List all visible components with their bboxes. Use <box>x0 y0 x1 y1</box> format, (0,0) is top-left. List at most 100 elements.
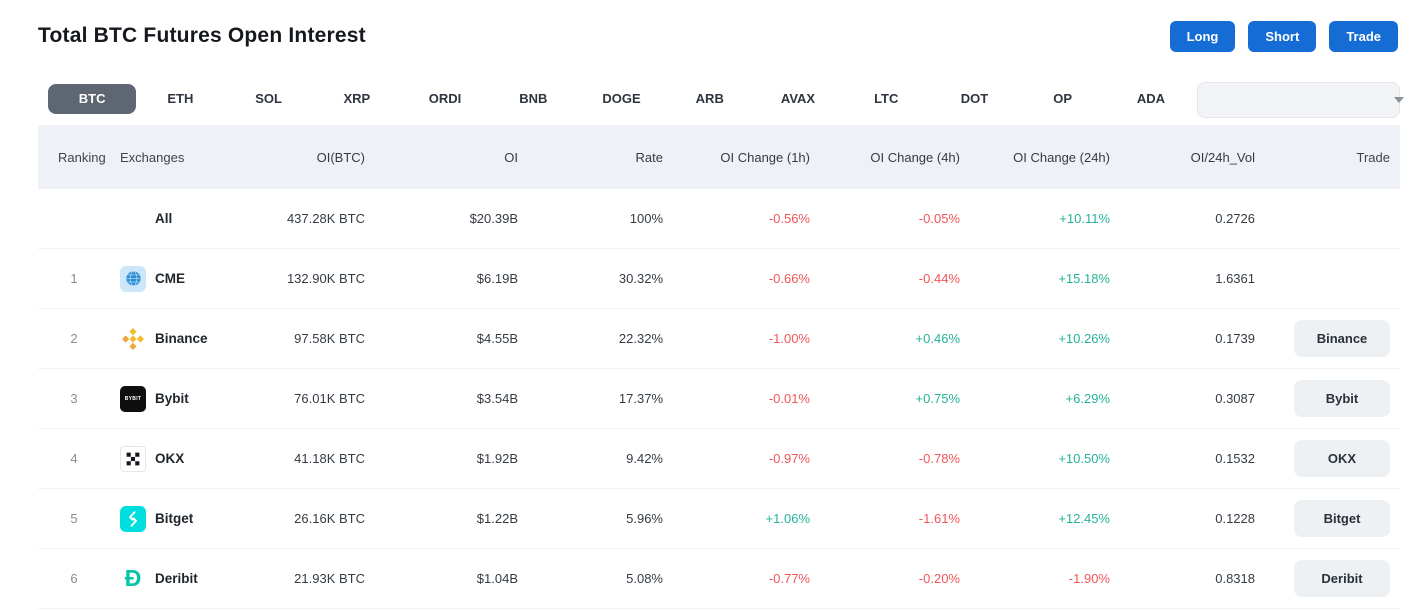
tab-sol[interactable]: SOL <box>255 91 282 106</box>
oi-value: $6.19B <box>476 271 518 286</box>
exchange-cell: Đ Deribit <box>110 549 260 608</box>
trade-button[interactable]: Trade <box>1329 21 1398 52</box>
oi-change-4h-value: -1.61% <box>918 511 960 526</box>
oi-change-24h-value: +10.11% <box>1059 211 1110 226</box>
oi-24h-vol-value: 1.6361 <box>1215 271 1255 286</box>
long-button[interactable]: Long <box>1169 21 1236 52</box>
oi-24h-vol-value: 0.1532 <box>1215 451 1255 466</box>
trade-cell: OKX <box>1255 429 1400 488</box>
rank-cell: 2 <box>70 331 78 346</box>
col-trade: Trade <box>1356 149 1390 165</box>
binance-logo-icon <box>120 326 146 352</box>
rank-cell: 6 <box>70 571 78 586</box>
table-row-bybit: 3 BYBIT Bybit 76.01K BTC $3.54B 17.37% -… <box>38 369 1400 429</box>
oi-value: $20.39B <box>469 211 518 226</box>
oi-change-4h-value: -0.44% <box>918 271 960 286</box>
cme-logo-icon <box>120 265 146 292</box>
tab-eth[interactable]: ETH <box>167 91 194 106</box>
rate-value: 17.37% <box>618 391 663 406</box>
table-row-all: All 437.28K BTC $20.39B 100% -0.56% -0.0… <box>38 189 1400 249</box>
deribit-logo-icon: Đ <box>124 565 142 591</box>
table-row-binance: 2 Binance 97.58K BTC $4.55B 22.32% -1.00… <box>38 309 1400 369</box>
trade-cell: Bitget <box>1255 489 1400 548</box>
chevron-down-icon <box>1394 97 1404 103</box>
oi-change-1h-value: -0.66% <box>768 271 810 286</box>
coin-tabs: BTC ETH SOL XRP ORDI BNB DOGE ARB AVAX L… <box>48 84 1195 114</box>
tab-doge[interactable]: DOGE <box>602 91 641 106</box>
oi-24h-vol-value: 0.3087 <box>1215 391 1255 406</box>
oi-change-24h-value: +10.50% <box>1058 451 1110 466</box>
oi-btc-value: 21.93K BTC <box>294 571 365 586</box>
exchange-cell: Binance <box>110 309 260 368</box>
oi-value: $1.92B <box>476 451 518 466</box>
table-row-cme: 1 CME 132.90K BTC $6.19B 30.32% -0.66% -… <box>38 249 1400 309</box>
top-action-buttons: Long Short Trade <box>1169 21 1398 52</box>
rank-cell <box>38 189 110 248</box>
bybit-logo-icon: BYBIT <box>120 385 146 412</box>
oi-change-4h-value: -0.78% <box>918 451 960 466</box>
exchange-name: OKX <box>155 451 185 466</box>
oi-change-24h-value: +10.26% <box>1058 331 1110 346</box>
oi-change-4h-value: +0.46% <box>915 331 960 346</box>
trade-button-bybit[interactable]: Bybit <box>1294 380 1390 417</box>
trade-cell <box>1255 249 1400 308</box>
oi-btc-value: 76.01K BTC <box>294 391 365 406</box>
oi-change-24h-value: +12.45% <box>1058 511 1110 526</box>
oi-change-1h-value: -0.01% <box>768 391 810 406</box>
tab-btc[interactable]: BTC <box>48 84 137 114</box>
col-oi-change-1h: OI Change (1h) <box>720 149 810 165</box>
exchange-cell: Bitget <box>110 489 260 548</box>
tab-xrp[interactable]: XRP <box>343 91 371 106</box>
oi-change-4h-value: +0.75% <box>915 391 960 406</box>
exchange-name: All <box>155 211 173 226</box>
oi-btc-value: 97.58K BTC <box>294 331 365 346</box>
tab-ada[interactable]: ADA <box>1136 91 1166 106</box>
table-header-row: Ranking Exchanges OI(BTC) OI Rate OI Cha… <box>38 125 1400 189</box>
trade-cell: Deribit <box>1255 549 1400 608</box>
rate-value: 22.32% <box>618 331 663 346</box>
bitget-logo-icon <box>120 505 146 532</box>
tab-dot[interactable]: DOT <box>960 91 989 106</box>
exchange-name: Bybit <box>155 391 189 406</box>
col-rate: Rate <box>635 149 663 165</box>
rank-cell: 4 <box>70 451 78 466</box>
page-title: Total BTC Futures Open Interest <box>38 24 366 47</box>
exchange-name: CME <box>155 271 185 286</box>
oi-change-1h-value: +1.06% <box>765 511 810 526</box>
oi-24h-vol-value: 0.8318 <box>1215 571 1255 586</box>
coin-search-select[interactable] <box>1197 82 1404 118</box>
trade-cell <box>1255 189 1400 248</box>
tab-ltc[interactable]: LTC <box>874 91 899 106</box>
rate-value: 100% <box>629 211 663 226</box>
tab-bnb[interactable]: BNB <box>519 91 548 106</box>
col-exchanges: Exchanges <box>120 149 185 165</box>
oi-change-24h-value: -1.90% <box>1068 571 1110 586</box>
tab-ordi[interactable]: ORDI <box>428 91 462 106</box>
open-interest-table: Ranking Exchanges OI(BTC) OI Rate OI Cha… <box>38 125 1400 609</box>
col-oi-24h-vol: OI/24h_Vol <box>1190 149 1255 165</box>
oi-btc-value: 132.90K BTC <box>286 271 365 286</box>
trade-button-okx[interactable]: OKX <box>1294 440 1390 477</box>
oi-btc-value: 437.28K BTC <box>286 211 365 226</box>
tab-op[interactable]: OP <box>1053 91 1073 106</box>
oi-24h-vol-value: 0.1228 <box>1215 511 1255 526</box>
oi-change-4h-value: -0.05% <box>918 211 960 226</box>
exchange-name: Bitget <box>155 511 194 526</box>
rate-value: 9.42% <box>626 451 663 466</box>
tab-arb[interactable]: ARB <box>695 91 724 106</box>
rate-value: 5.08% <box>626 571 663 586</box>
oi-btc-value: 41.18K BTC <box>294 451 365 466</box>
logo-spacer <box>120 206 146 232</box>
trade-button-binance[interactable]: Binance <box>1294 320 1390 357</box>
oi-value: $4.55B <box>476 331 518 346</box>
trade-button-bitget[interactable]: Bitget <box>1294 500 1390 537</box>
search-input[interactable] <box>1218 92 1394 108</box>
trade-button-deribit[interactable]: Deribit <box>1294 560 1390 597</box>
okx-logo-icon <box>120 445 146 472</box>
oi-change-1h-value: -0.77% <box>768 571 810 586</box>
tab-avax[interactable]: AVAX <box>780 91 816 106</box>
col-oi: OI <box>504 149 518 165</box>
table-row-okx: 4 OKX 41.18K BTC $1.92B 9.42% -0.97% -0.… <box>38 429 1400 489</box>
short-button[interactable]: Short <box>1248 21 1317 52</box>
oi-change-1h-value: -0.97% <box>768 451 810 466</box>
